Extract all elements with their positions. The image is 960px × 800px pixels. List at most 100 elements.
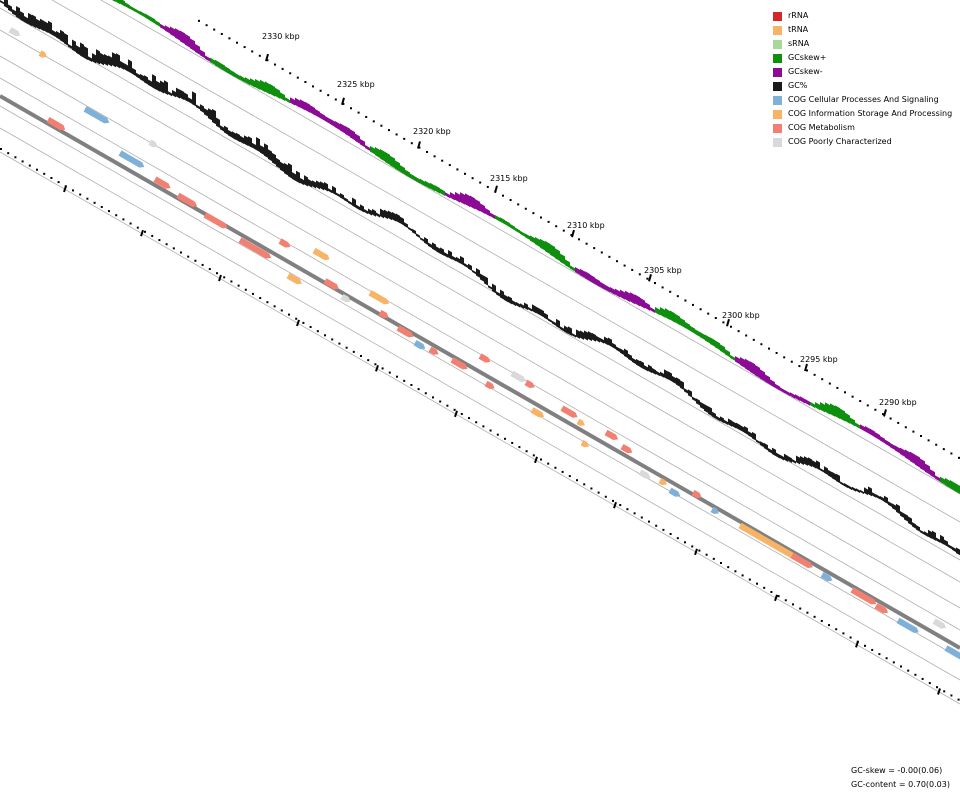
guide-line (0, 105, 960, 659)
legend-label: COG Information Storage And Processing (788, 109, 953, 118)
ruler-dot (741, 574, 744, 577)
feature-arrow (46, 117, 66, 131)
ruler-dot (616, 260, 618, 263)
ruler-dot (187, 255, 190, 258)
ruler-dot (604, 495, 607, 498)
ruler-dot (799, 607, 802, 610)
ruler-dot (676, 537, 679, 540)
legend-item-cog-cellular: COG Cellular Processes And Signaling (773, 93, 952, 107)
feature-arrow (668, 487, 681, 497)
ruler-dot (312, 85, 314, 88)
ruler-dot (280, 309, 283, 312)
ruler-dot (0, 148, 2, 150)
feature-arrow (118, 150, 145, 168)
ruler-dot (633, 512, 636, 515)
ruler-dot (844, 391, 846, 394)
ruler-dot (790, 360, 793, 363)
feature-arrow (378, 309, 389, 319)
ruler-dot (752, 338, 755, 341)
ruler-dot (871, 648, 874, 651)
feature-arrow (604, 429, 619, 440)
ruler-dot (691, 545, 694, 548)
feature-arrow (510, 370, 526, 382)
ruler-dot (511, 441, 514, 444)
ruler-dot (274, 63, 276, 66)
ruler-dot (942, 448, 945, 451)
ruler-dot (842, 632, 845, 635)
major-tick (648, 274, 652, 282)
ruler-dot (737, 330, 740, 333)
ruler-dot (28, 164, 31, 167)
legend-swatch (773, 67, 782, 77)
ruler-dot (223, 276, 226, 279)
ruler-dot (756, 582, 758, 585)
feature-arrow (153, 176, 171, 189)
gc-content-track (0, 0, 960, 557)
ruler-dot (453, 408, 456, 411)
legend-label: tRNA (788, 25, 809, 34)
ruler-dot (806, 369, 808, 372)
ruler-dot (578, 238, 580, 241)
major-tick (883, 409, 887, 417)
ruler-dot (220, 32, 223, 35)
feature-arrow (238, 237, 272, 259)
ruler-dot (446, 404, 449, 407)
ruler-dot (93, 201, 96, 204)
ruler-dot (646, 277, 649, 280)
ruler-dot (372, 120, 375, 123)
ruler-dot (912, 430, 915, 433)
feature-arrow (203, 212, 228, 229)
ruler-dot (57, 181, 60, 184)
ruler-dot (707, 312, 710, 315)
guide-line (0, 29, 960, 583)
backbone-line (0, 94, 960, 650)
ruler-dot (281, 67, 284, 70)
ruler-dot (936, 686, 938, 689)
ruler-dot (806, 611, 809, 614)
ruler-dot (357, 111, 360, 114)
ruler-dot (518, 446, 521, 449)
ruler-dot (705, 553, 708, 556)
ruler-dot (927, 439, 930, 442)
sequence-backbone (0, 94, 960, 650)
ruler-dot (698, 549, 701, 552)
tick-label: 2315 kbp (490, 174, 528, 183)
major-tick (341, 97, 345, 106)
legend-label: COG Poorly Characterized (788, 137, 892, 146)
ruler-dot (612, 499, 614, 502)
ruler-dot (302, 321, 305, 324)
major-tick (726, 318, 730, 327)
ruler-dot (600, 251, 603, 254)
legend-item-cog-poorly: COG Poorly Characterized (773, 135, 952, 149)
ruler-dot (950, 452, 953, 455)
legend-swatch (773, 123, 782, 133)
ruler-dot (836, 386, 839, 389)
ruler-dot (396, 375, 398, 378)
ruler-dot (828, 624, 830, 627)
major-tick (63, 185, 67, 193)
feature-arrow (484, 380, 495, 389)
ruler-dot (784, 599, 787, 602)
ruler-dot (165, 243, 168, 246)
ruler-dot (692, 303, 694, 306)
feature-arrow (450, 357, 468, 370)
feature-arrow (340, 294, 351, 303)
ruler-dot (424, 392, 427, 395)
ruler-dot (296, 76, 299, 79)
legend-label: GCskew+ (788, 53, 827, 62)
ruler-dot (489, 429, 492, 432)
ruler-dot (468, 417, 470, 420)
ruler-dot (626, 508, 629, 511)
ruler-dot (712, 557, 715, 560)
legend-swatch (773, 137, 782, 147)
ruler-dot (532, 454, 535, 457)
tick-label: 2320 kbp (413, 127, 451, 136)
ruler-dot (216, 272, 218, 275)
major-tick (417, 141, 421, 149)
ruler-dot (496, 433, 499, 436)
ruler-dot (562, 229, 565, 232)
ruler-dot (21, 160, 24, 163)
ruler-dot (136, 226, 139, 229)
ruler-dot (319, 89, 322, 92)
ruler-dot (158, 239, 161, 242)
